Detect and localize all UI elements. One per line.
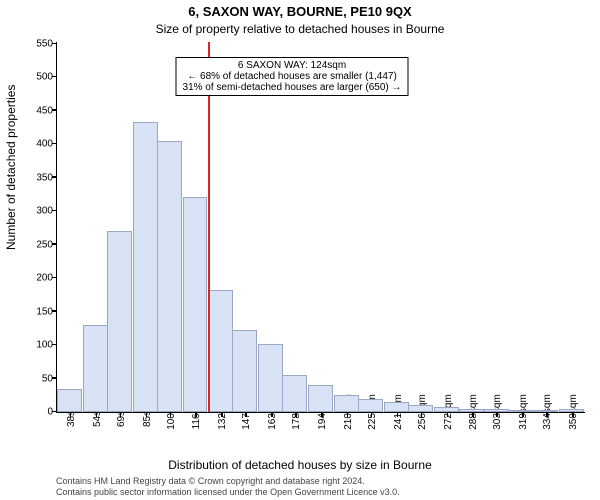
annotation-box: 6 SAXON WAY: 124sqm← 68% of detached hou… — [176, 57, 409, 96]
y-tick-label: 550 — [36, 39, 57, 50]
histogram-bar — [459, 409, 484, 412]
y-tick-label: 0 — [47, 407, 57, 418]
y-tick-label: 50 — [42, 373, 57, 384]
histogram-bar — [107, 231, 132, 412]
chart-title: 6, SAXON WAY, BOURNE, PE10 9QX — [0, 4, 600, 19]
plot-area: 05010015020025030035040045050055038sqm54… — [56, 42, 585, 413]
histogram-bar — [208, 290, 233, 412]
histogram-bar — [509, 410, 534, 412]
histogram-bar — [83, 325, 108, 412]
histogram-bar — [434, 407, 459, 412]
y-tick-label: 100 — [36, 340, 57, 351]
reference-line — [208, 42, 210, 412]
histogram-bar — [157, 141, 182, 412]
histogram-bar — [282, 375, 307, 412]
footer-line: Contains HM Land Registry data © Crown c… — [56, 476, 400, 487]
annotation-line: 31% of semi-detached houses are larger (… — [183, 82, 402, 93]
histogram-bar — [334, 395, 359, 412]
y-tick-label: 150 — [36, 306, 57, 317]
y-axis-label: Number of detached properties — [4, 85, 18, 250]
histogram-bar — [133, 122, 158, 412]
histogram-bar — [258, 344, 283, 412]
y-tick-label: 300 — [36, 206, 57, 217]
histogram-bar — [408, 405, 433, 412]
histogram-bar — [358, 399, 383, 412]
histogram-bar — [384, 402, 409, 412]
histogram-bar — [308, 385, 333, 412]
annotation-line: 6 SAXON WAY: 124sqm — [183, 60, 402, 71]
y-tick-label: 450 — [36, 105, 57, 116]
histogram-bar — [559, 409, 584, 412]
y-tick-label: 500 — [36, 72, 57, 83]
histogram-bar — [57, 389, 82, 412]
y-tick-label: 350 — [36, 172, 57, 183]
annotation-line: ← 68% of detached houses are smaller (1,… — [183, 71, 402, 82]
x-axis-label: Distribution of detached houses by size … — [0, 458, 600, 472]
y-tick-label: 250 — [36, 239, 57, 250]
y-tick-label: 200 — [36, 273, 57, 284]
y-tick-label: 400 — [36, 139, 57, 150]
footer-attribution: Contains HM Land Registry data © Crown c… — [56, 476, 400, 498]
footer-line: Contains public sector information licen… — [56, 487, 400, 498]
histogram-bar — [533, 410, 558, 412]
histogram-bar — [183, 197, 208, 412]
histogram-chart: 6, SAXON WAY, BOURNE, PE10 9QX Size of p… — [0, 0, 600, 500]
histogram-bar — [484, 409, 509, 412]
chart-subtitle: Size of property relative to detached ho… — [0, 22, 600, 36]
histogram-bar — [232, 330, 257, 412]
